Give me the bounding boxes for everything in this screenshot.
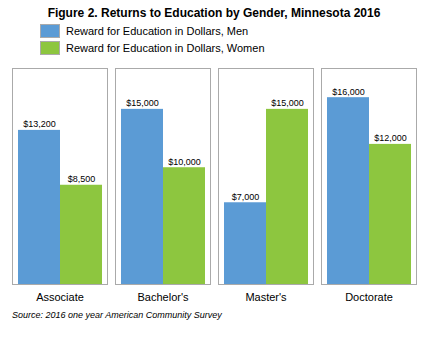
svg-text:Doctorate: Doctorate <box>345 291 393 303</box>
svg-text:Associate: Associate <box>36 291 84 303</box>
html-text:Source: 2016 one year American: Source: 2016 one year American Community… <box>12 310 222 320</box>
svg-text:$7,000: $7,000 <box>232 192 260 202</box>
svg-text:$12,000: $12,000 <box>374 133 407 143</box>
svg-text:$15,000: $15,000 <box>126 98 159 108</box>
svg-text:Bachelor's: Bachelor's <box>137 291 189 303</box>
svg-text:$8,500: $8,500 <box>68 174 96 184</box>
svg-text:$13,200: $13,200 <box>23 119 56 129</box>
html-text:Reward for Education in Dollar: Reward for Education in Dollars, Men <box>66 25 249 37</box>
svg-text:Master's: Master's <box>245 291 287 303</box>
html-text:Figure 2. Returns to Education: Figure 2. Returns to Education by Gender… <box>47 6 381 20</box>
html-text:Reward for Education in Dollar: Reward for Education in Dollars, Women <box>66 42 265 54</box>
svg-text:$16,000: $16,000 <box>332 87 365 97</box>
svg-text:$15,000: $15,000 <box>271 98 304 108</box>
svg-text:$10,000: $10,000 <box>168 157 201 167</box>
